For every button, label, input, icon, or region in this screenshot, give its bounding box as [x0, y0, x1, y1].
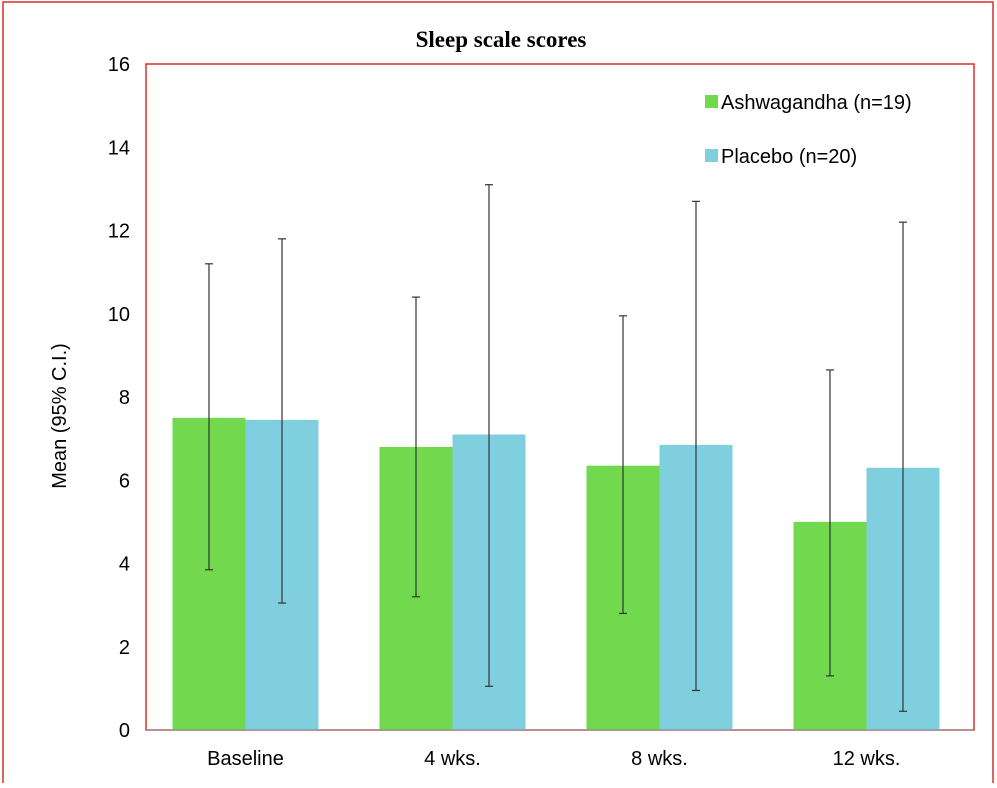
- error-bar-ashwagandha-4-wks: [412, 296, 420, 598]
- x-tick-label-12-wks: 12 wks.: [833, 748, 901, 770]
- y-tick-label: 0: [119, 720, 130, 742]
- legend-label-placebo: Placebo (n=20): [721, 146, 857, 168]
- bars-layer: [172, 417, 940, 730]
- y-tick-label: 14: [108, 137, 130, 159]
- error-bar-placebo-4-wks: [485, 184, 493, 687]
- y-tick-label: 8: [119, 387, 130, 409]
- chart-title: Sleep scale scores: [416, 27, 587, 52]
- error-bar-ashwagandha-baseline: [205, 263, 213, 571]
- error-bar-ashwagandha-8-wks: [619, 315, 627, 615]
- y-tick-label: 6: [119, 470, 130, 492]
- x-tick-label-4-wks: 4 wks.: [424, 748, 481, 770]
- y-axis-label: Mean (95% C.I.): [49, 343, 71, 489]
- legend-label-ashwagandha: Ashwagandha (n=19): [721, 92, 912, 114]
- y-tick-label: 16: [108, 54, 130, 76]
- error-bar-placebo-8-wks: [692, 200, 700, 692]
- error-bar-placebo-baseline: [278, 238, 286, 604]
- x-tick-labels: Baseline 4 wks. 8 wks. 12 wks.: [207, 748, 900, 770]
- legend: Ashwagandha (n=19) Placebo (n=20): [705, 92, 912, 168]
- y-tick-label: 4: [119, 554, 130, 576]
- x-tick-label-8-wks: 8 wks.: [631, 748, 688, 770]
- y-tick-label: 10: [108, 304, 130, 326]
- error-bars-layer: [205, 184, 907, 712]
- y-tick-label: 2: [119, 637, 130, 659]
- legend-swatch-placebo: [705, 149, 718, 162]
- error-bar-placebo-12-wks: [899, 221, 907, 712]
- y-tick-labels: 0 2 4 6 8 10 12 14 16: [108, 54, 130, 742]
- x-tick-label-baseline: Baseline: [207, 748, 284, 770]
- y-tick-label: 12: [108, 221, 130, 243]
- error-bar-ashwagandha-12-wks: [826, 369, 834, 677]
- legend-swatch-ashwagandha: [705, 95, 718, 108]
